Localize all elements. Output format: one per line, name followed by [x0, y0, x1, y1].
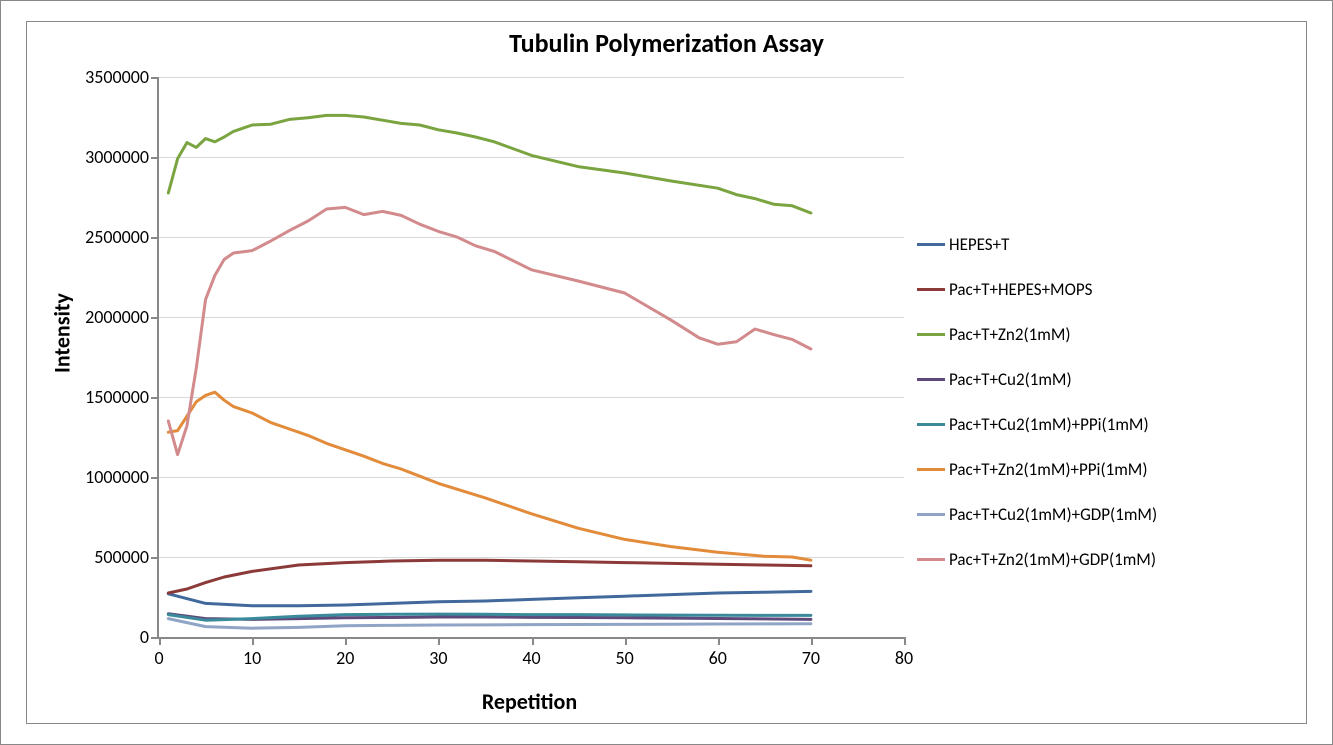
- y-tick-label: 0: [34, 626, 149, 648]
- y-tick: [151, 237, 159, 239]
- legend-swatch: [917, 423, 945, 426]
- series-line: [168, 115, 811, 213]
- x-tick-label: 80: [889, 647, 919, 669]
- y-tick-label: 1500000: [34, 386, 149, 408]
- legend-item: Pac+T+Cu2(1mM): [917, 357, 1277, 402]
- y-tick-label: 3000000: [34, 146, 149, 168]
- legend-label: Pac+T+Cu2(1mM)+GDP(1mM): [949, 504, 1157, 525]
- y-tick: [151, 77, 159, 79]
- series-line: [168, 560, 811, 593]
- legend-item: HEPES+T: [917, 222, 1277, 267]
- chart-title: Tubulin Polymerization Assay: [27, 27, 1306, 59]
- legend-label: Pac+T+Zn2(1mM)+PPi(1mM): [949, 459, 1148, 480]
- legend: HEPES+T Pac+T+HEPES+MOPS Pac+T+Zn2(1mM) Pac…: [917, 222, 1277, 582]
- legend-label: Pac+T+Cu2(1mM): [949, 369, 1072, 390]
- series-line: [168, 392, 811, 560]
- legend-label: Pac+T+Zn2(1mM)+GDP(1mM): [949, 549, 1156, 570]
- x-tick: [159, 637, 161, 645]
- x-tick: [718, 637, 720, 645]
- legend-label: HEPES+T: [949, 234, 1009, 255]
- x-tick-label: 60: [703, 647, 733, 669]
- y-tick: [151, 477, 159, 479]
- legend-swatch: [917, 333, 945, 336]
- x-tick: [811, 637, 813, 645]
- y-axis-title: Intensity: [49, 293, 76, 373]
- x-tick: [904, 637, 906, 645]
- x-axis-title: Repetition: [157, 688, 902, 715]
- x-tick-label: 0: [144, 647, 174, 669]
- x-tick: [252, 637, 254, 645]
- legend-item: Pac+T+Zn2(1mM)+GDP(1mM): [917, 537, 1277, 582]
- legend-label: Pac+T+Cu2(1mM)+PPi(1mM): [949, 414, 1149, 435]
- legend-swatch: [917, 558, 945, 561]
- series-svg: [159, 77, 904, 637]
- x-tick-label: 30: [423, 647, 453, 669]
- chart-frame: Tubulin Polymerization Assay 05000001000…: [26, 21, 1307, 724]
- legend-swatch: [917, 513, 945, 516]
- x-tick-label: 20: [330, 647, 360, 669]
- y-tick: [151, 157, 159, 159]
- legend-item: Pac+T+Zn2(1mM)+PPi(1mM): [917, 447, 1277, 492]
- y-tick-label: 1000000: [34, 466, 149, 488]
- x-tick-label: 40: [517, 647, 547, 669]
- legend-item: Pac+T+Cu2(1mM)+PPi(1mM): [917, 402, 1277, 447]
- x-tick-label: 70: [796, 647, 826, 669]
- legend-label: Pac+T+HEPES+MOPS: [949, 279, 1092, 300]
- x-tick-label: 10: [237, 647, 267, 669]
- x-tick: [532, 637, 534, 645]
- x-tick-label: 50: [610, 647, 640, 669]
- figure-outer-border: Tubulin Polymerization Assay 05000001000…: [0, 0, 1333, 745]
- legend-item: Pac+T+Zn2(1mM): [917, 312, 1277, 357]
- x-tick: [438, 637, 440, 645]
- legend-swatch: [917, 288, 945, 291]
- legend-item: Pac+T+Cu2(1mM)+GDP(1mM): [917, 492, 1277, 537]
- y-tick-label: 3500000: [34, 66, 149, 88]
- y-tick-label: 2500000: [34, 226, 149, 248]
- x-tick: [625, 637, 627, 645]
- plot-area: 0500000100000015000002000000250000030000…: [157, 77, 904, 639]
- y-tick: [151, 637, 159, 639]
- legend-item: Pac+T+HEPES+MOPS: [917, 267, 1277, 312]
- y-tick: [151, 317, 159, 319]
- series-line: [168, 207, 811, 454]
- legend-swatch: [917, 378, 945, 381]
- x-tick: [345, 637, 347, 645]
- y-tick-label: 500000: [34, 546, 149, 568]
- series-line: [168, 591, 811, 605]
- legend-swatch: [917, 468, 945, 471]
- legend-label: Pac+T+Zn2(1mM): [949, 324, 1071, 345]
- y-tick: [151, 397, 159, 399]
- y-tick: [151, 557, 159, 559]
- legend-swatch: [917, 243, 945, 246]
